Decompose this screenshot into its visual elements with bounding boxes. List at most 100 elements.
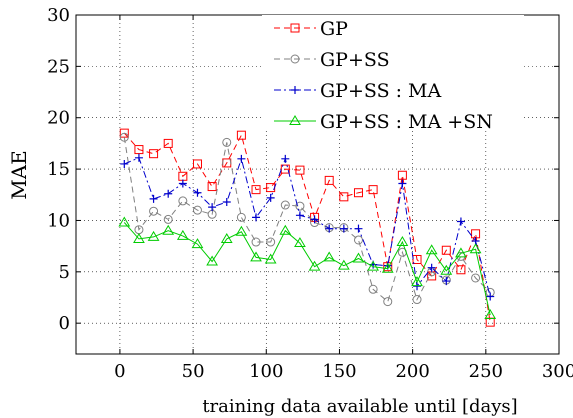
data-point	[208, 203, 217, 212]
data-point	[354, 224, 363, 233]
data-point	[413, 282, 422, 291]
y-axis-label: MAE	[7, 150, 31, 200]
legend-marker	[289, 115, 301, 125]
legend-label: GP+SS : MA	[320, 80, 442, 102]
data-point	[441, 245, 451, 255]
legend-entry-3: GP+SS : MA	[274, 80, 442, 102]
legend-marker	[290, 23, 300, 33]
series-4	[118, 216, 497, 319]
data-point	[134, 145, 144, 155]
data-point	[324, 175, 334, 185]
legend-entry-2: GP+SS	[274, 49, 390, 71]
data-point	[397, 170, 407, 180]
data-point	[295, 165, 305, 175]
data-point	[207, 182, 217, 192]
data-point	[295, 201, 305, 211]
data-point	[163, 138, 173, 148]
data-point	[412, 254, 422, 264]
y-tick-label: 25	[47, 56, 70, 77]
x-axis-label: training data available until [days]	[202, 396, 517, 417]
data-point	[440, 264, 453, 275]
data-point	[310, 215, 319, 224]
data-point	[368, 185, 378, 195]
data-point	[471, 273, 481, 283]
data-point	[280, 200, 290, 210]
data-point	[250, 251, 262, 262]
data-point	[308, 260, 321, 271]
legend-label: GP+SS : MA +SN	[320, 111, 493, 133]
series-line	[124, 157, 491, 297]
data-point	[193, 188, 202, 197]
x-tick-label: 100	[249, 361, 283, 382]
data-point	[192, 205, 202, 215]
data-point	[353, 188, 363, 198]
data-point	[484, 308, 497, 319]
data-point	[456, 217, 465, 226]
data-point	[396, 236, 409, 247]
legend-label: GP+SS	[320, 49, 390, 71]
data-point	[353, 235, 363, 245]
data-point	[280, 164, 290, 174]
data-point	[178, 196, 188, 206]
data-point	[220, 232, 233, 243]
x-tick-label: 300	[542, 361, 573, 382]
data-point	[266, 237, 276, 247]
legend-entry-1: GP	[274, 18, 348, 40]
data-point	[164, 189, 173, 198]
data-point	[294, 237, 306, 248]
data-point	[339, 224, 348, 233]
data-point	[119, 132, 129, 142]
data-point	[383, 297, 393, 307]
data-point	[149, 194, 158, 203]
data-point	[411, 276, 423, 287]
x-tick-label: 50	[182, 361, 205, 382]
data-point	[281, 154, 290, 163]
legend-box	[262, 15, 524, 129]
y-tick-label: 20	[47, 108, 70, 129]
data-point	[147, 230, 160, 241]
data-point	[236, 212, 246, 222]
data-point	[236, 130, 246, 140]
data-point	[486, 292, 495, 301]
data-point	[442, 277, 451, 286]
axis-ticks: 0 50 100 150 200 250 300 0 5 10 15 20 25 30	[47, 5, 573, 382]
data-point	[381, 262, 394, 273]
data-point	[206, 255, 218, 266]
data-point	[120, 159, 129, 168]
series-line	[123, 222, 491, 316]
data-point	[427, 263, 436, 272]
data-point	[323, 251, 336, 262]
data-point	[149, 206, 159, 216]
data-point	[339, 192, 349, 202]
x-tick-label: 0	[114, 361, 125, 382]
series-1	[119, 128, 495, 327]
data-point	[191, 238, 204, 249]
data-point	[352, 252, 365, 263]
data-point	[295, 211, 304, 220]
series-3	[120, 153, 495, 301]
data-point	[134, 153, 143, 162]
legend-label: GP	[320, 18, 348, 40]
y-tick-label: 10	[47, 210, 70, 231]
y-tick-label: 5	[59, 262, 70, 283]
x-tick-label: 150	[322, 361, 356, 382]
data-point	[237, 154, 246, 163]
data-point	[119, 128, 129, 138]
data-point	[235, 225, 248, 236]
series-line	[123, 137, 491, 303]
data-point	[425, 244, 438, 255]
series-line	[123, 132, 491, 323]
data-point	[133, 232, 145, 243]
data-point	[455, 247, 467, 258]
data-point	[162, 224, 175, 235]
data-point	[337, 259, 350, 270]
data-point	[149, 149, 159, 159]
x-tick-label: 200	[395, 361, 429, 382]
legend-marker	[291, 86, 299, 94]
data-point	[412, 295, 422, 305]
y-tick-label: 0	[59, 313, 70, 334]
data-point	[178, 179, 187, 188]
x-tick-label: 250	[469, 361, 503, 382]
legend-entry-4: GP+SS : MA +SN	[274, 111, 493, 133]
